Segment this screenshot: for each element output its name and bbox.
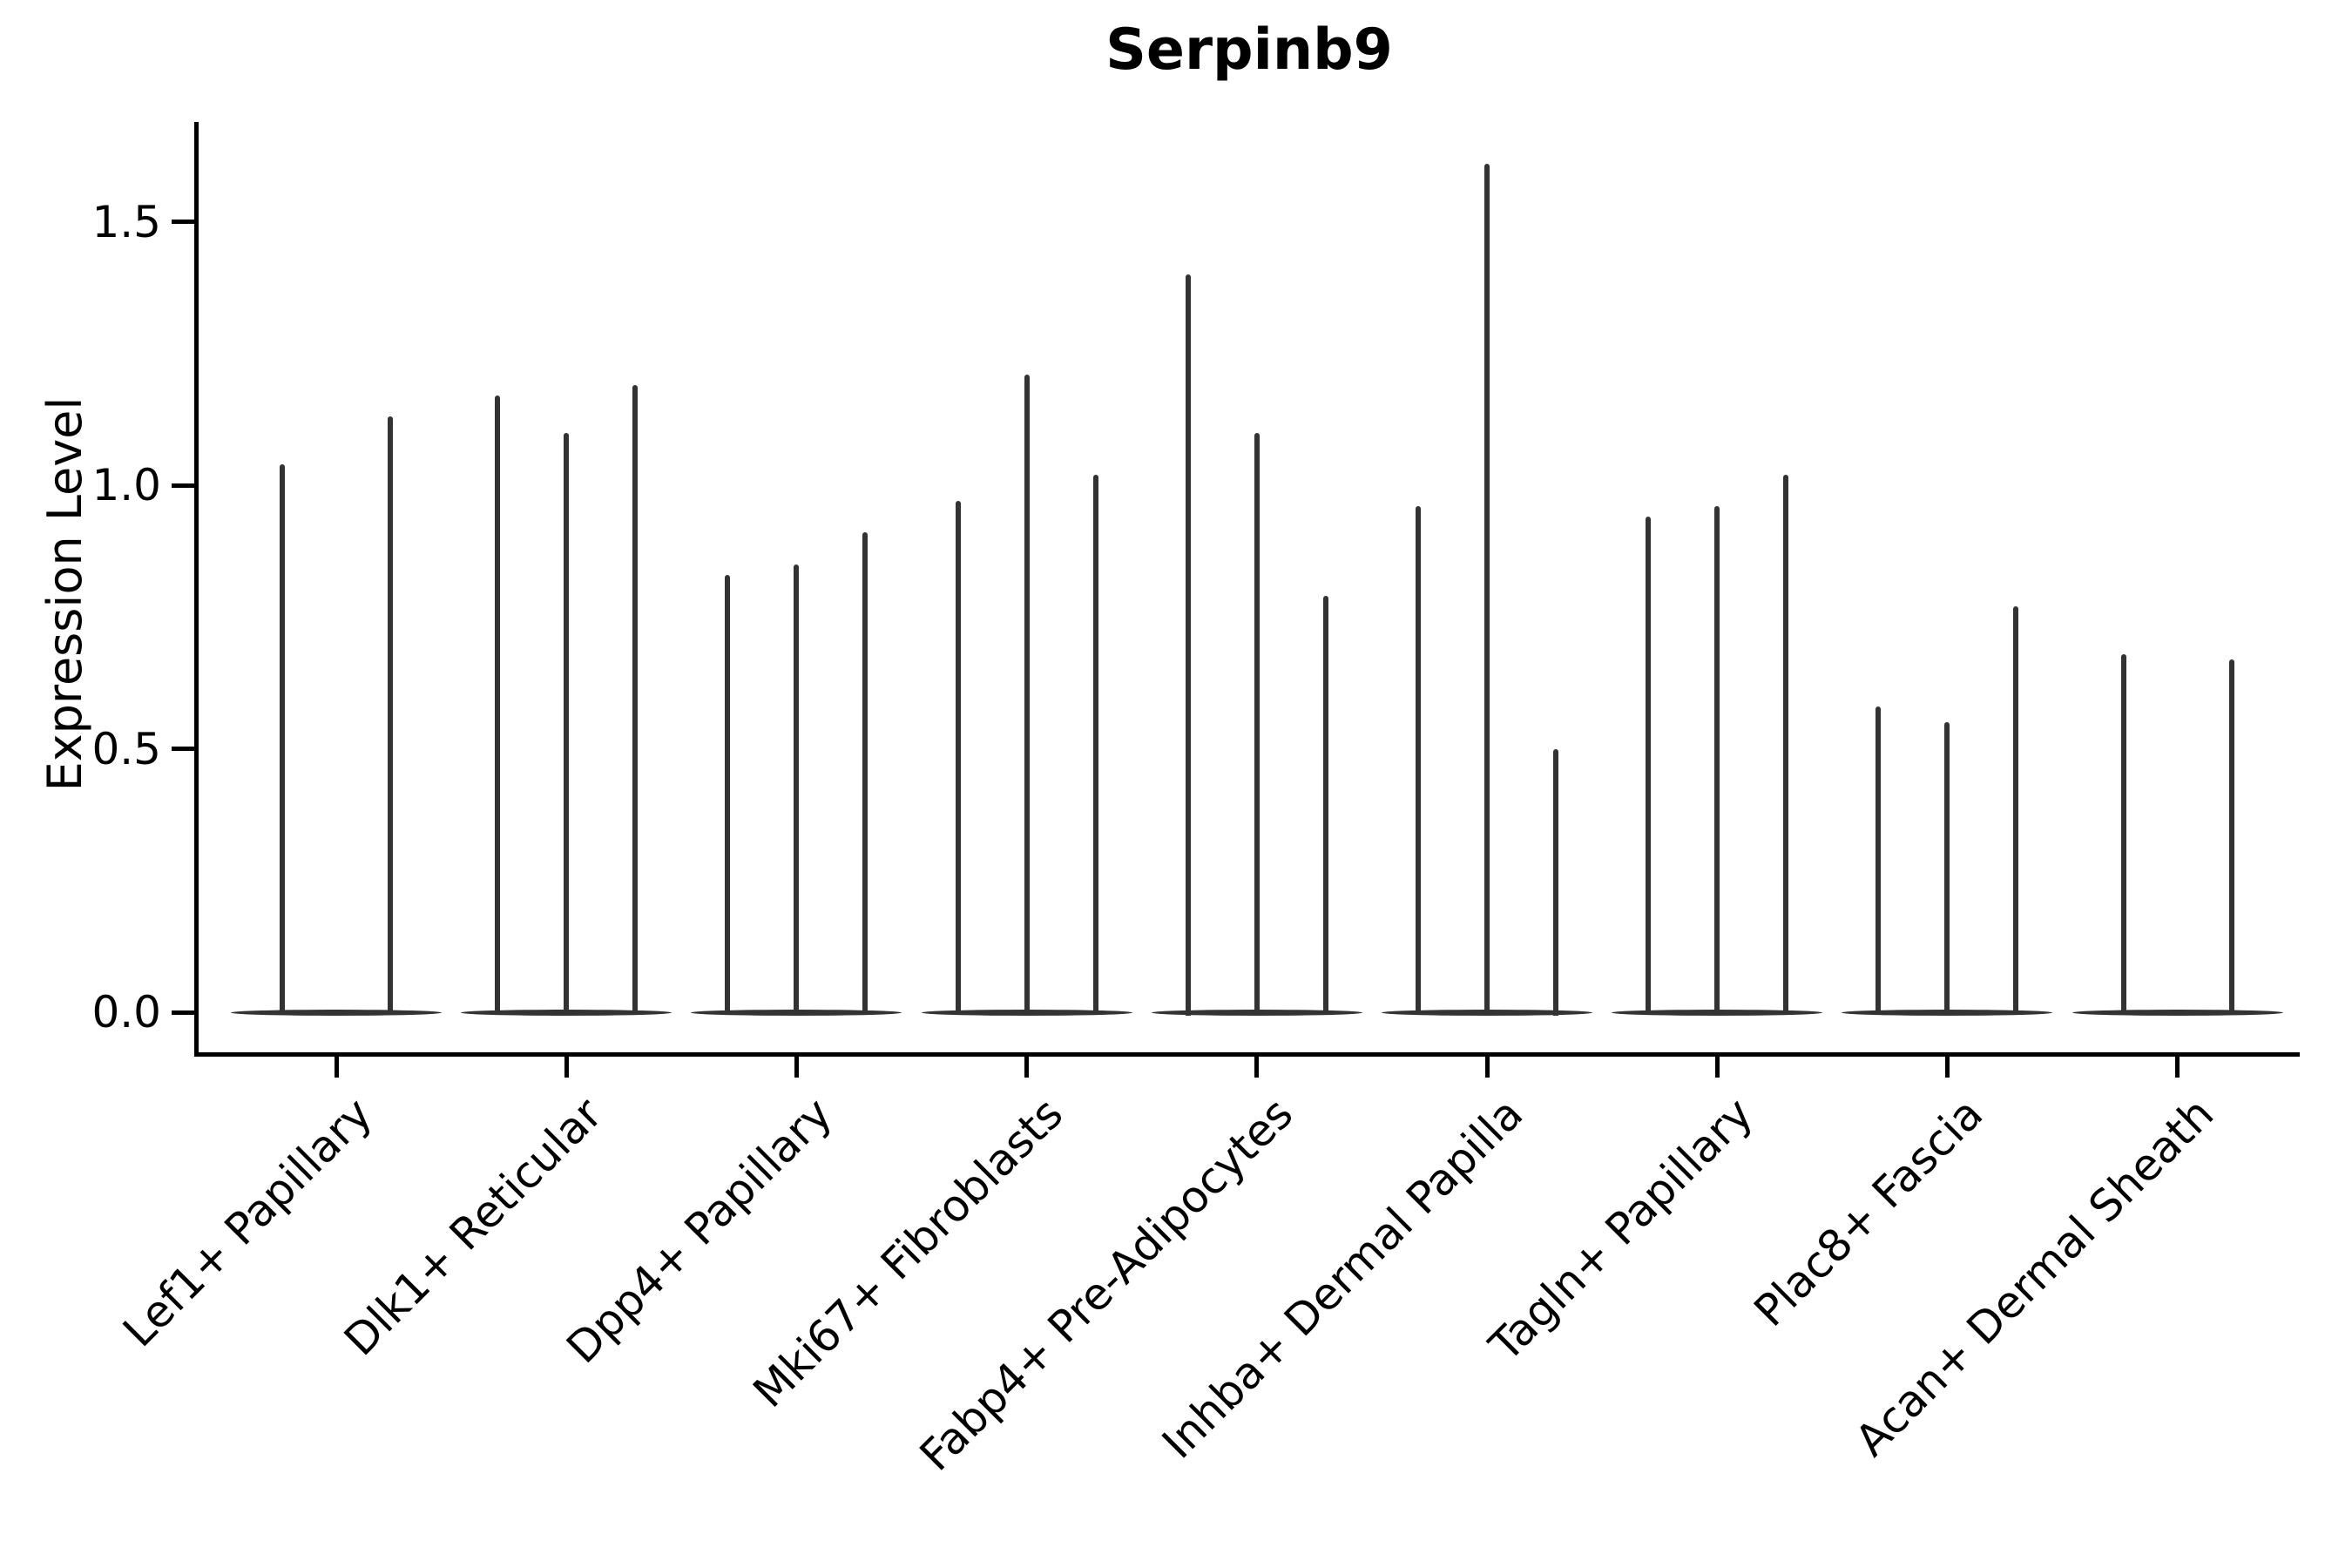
violin-spike [1254, 432, 1260, 1016]
x-tick-mark [1944, 1057, 1950, 1078]
x-tick-mark [1484, 1057, 1490, 1078]
y-tick-label: 0.5 [91, 723, 161, 774]
violin-spike [1484, 163, 1490, 1016]
violin-spike [1092, 474, 1098, 1016]
violin-spike [2013, 606, 2019, 1016]
violin-spike [388, 416, 393, 1016]
violin-spike [1553, 748, 1558, 1016]
y-tick-mark [172, 1010, 194, 1015]
violin-spike [632, 385, 639, 1016]
x-tick-mark [1714, 1057, 1720, 1078]
y-axis-label: Expression Level [37, 396, 92, 792]
x-tick-mark [794, 1057, 799, 1078]
x-tick-mark [334, 1057, 339, 1078]
y-tick-label: 0.0 [91, 987, 161, 1037]
violin-spike [1185, 274, 1191, 1016]
y-tick-label: 1.5 [91, 196, 161, 247]
y-tick-label: 1.0 [91, 460, 161, 510]
violin-spike [1024, 374, 1030, 1016]
violin-spike [1646, 517, 1652, 1016]
violin-spike [1322, 596, 1328, 1016]
violin-spike [2120, 653, 2126, 1016]
violin-spike [1416, 506, 1421, 1016]
violin-base [231, 1009, 442, 1016]
x-axis-bottom-spine [194, 1052, 2300, 1057]
violin-spike [1783, 474, 1789, 1016]
y-tick-mark [172, 747, 194, 751]
y-tick-mark [172, 483, 194, 488]
violin-spike [280, 463, 285, 1016]
x-tick-mark [1024, 1057, 1030, 1078]
violin-spike [495, 395, 501, 1016]
violin-spike [862, 532, 868, 1016]
violin-spike [955, 501, 961, 1016]
violin-spike [794, 564, 800, 1016]
violin-spike [564, 432, 570, 1016]
x-tick-label-text: Fabp4+ Pre-Adipocytes [909, 1088, 1303, 1481]
x-tick-label-text: Plac8+ Fascia [1744, 1088, 1993, 1337]
violin-base [2072, 1009, 2283, 1016]
violin-spike [1876, 706, 1882, 1016]
figure-title: Serpinb9 [1105, 17, 1393, 83]
violin-spike [725, 574, 731, 1016]
x-tick-mark [1254, 1057, 1260, 1078]
x-tick-label-text: Lef1+ Papillary [113, 1088, 382, 1357]
y-axis-left-spine [194, 122, 199, 1057]
violin-spike [2228, 659, 2234, 1016]
violin-spike [1944, 722, 1950, 1016]
x-tick-mark [564, 1057, 569, 1078]
y-tick-mark [172, 220, 194, 224]
violin-spike [1714, 506, 1720, 1016]
x-tick-mark [2175, 1057, 2180, 1078]
